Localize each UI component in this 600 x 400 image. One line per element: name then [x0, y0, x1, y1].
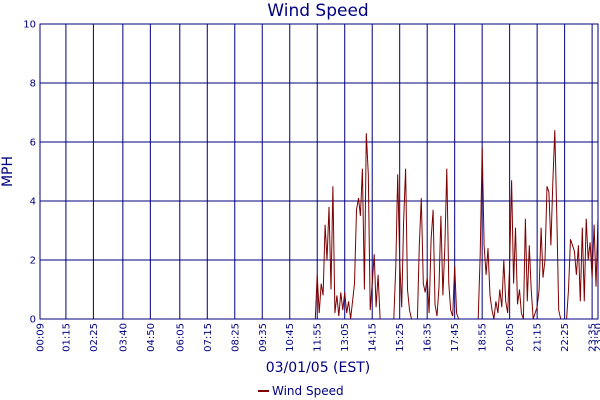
y-axis-label: MPH [0, 156, 16, 187]
x-tick-label: 00:09 [36, 323, 47, 352]
x-tick-label: 16:35 [423, 323, 434, 352]
x-tick-label: 22:25 [560, 323, 571, 352]
x-tick-label: 04:50 [146, 323, 157, 352]
x-tick-label: 06:05 [175, 323, 186, 352]
x-tick-label: 23:35 [588, 323, 599, 352]
x-tick-label: 08:25 [230, 323, 241, 352]
legend-label: Wind Speed [272, 384, 344, 398]
chart-title: Wind Speed [267, 1, 368, 21]
legend: Wind Speed [258, 384, 344, 398]
series-line-wind-speed [40, 130, 599, 320]
x-tick-label: 03:40 [118, 323, 129, 352]
x-tick-label: 13:05 [340, 323, 351, 352]
y-tick-label: 10 [23, 20, 36, 31]
y-tick-label: 0 [30, 315, 36, 326]
x-tick-label: 15:25 [395, 323, 406, 352]
x-tick-label: 01:15 [61, 323, 72, 352]
x-tick-label: 07:15 [203, 323, 214, 352]
x-tick-label: 17:45 [450, 323, 461, 352]
y-tick-label: 8 [30, 79, 36, 90]
y-tick-label: 2 [30, 256, 36, 267]
x-tick-label: 20:05 [505, 323, 516, 352]
x-tick-label: 23:50 [594, 323, 600, 352]
series-layer [40, 130, 599, 320]
plot-frame [39, 23, 599, 320]
x-tick-label: 11:55 [313, 323, 324, 352]
x-tick-labels: 00:09 01:15 02:25 03:40 04:50 06:05 07:15 08:25… [36, 323, 600, 352]
x-axis-label: 03/01/05 (EST) [266, 360, 371, 376]
y-tick-labels: 0 2 4 6 8 10 [23, 20, 36, 326]
x-tick-label: 18:55 [478, 323, 489, 352]
y-tick-label: 4 [30, 197, 36, 208]
x-tick-label: 14:15 [368, 323, 379, 352]
x-tick-label: 02:25 [89, 323, 100, 352]
x-tick-label: 21:15 [533, 323, 544, 352]
x-tick-label: 10:45 [285, 323, 296, 352]
x-tick-label: 09:35 [258, 323, 269, 352]
y-tick-label: 6 [30, 138, 36, 149]
